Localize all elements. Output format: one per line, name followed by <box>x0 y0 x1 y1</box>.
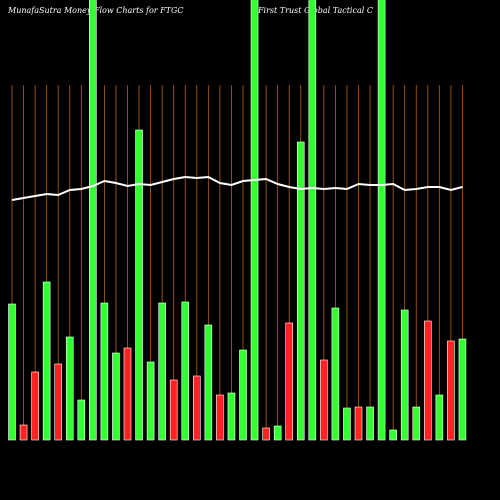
bar <box>331 307 340 441</box>
bar <box>285 322 294 441</box>
bar <box>320 359 328 441</box>
plot-area <box>8 0 467 441</box>
bar <box>146 361 155 441</box>
bar <box>227 392 236 441</box>
bar <box>308 0 317 441</box>
bar <box>412 406 421 441</box>
bar <box>366 406 374 441</box>
bar <box>458 338 467 441</box>
bar <box>262 427 270 441</box>
bar <box>158 302 166 441</box>
bar <box>8 303 16 441</box>
bar <box>447 340 455 441</box>
bar <box>54 363 63 441</box>
bar <box>100 302 109 441</box>
bar <box>354 406 363 441</box>
bar <box>250 0 259 441</box>
bar <box>77 399 86 441</box>
bar <box>89 0 97 441</box>
bar <box>112 352 120 441</box>
bar <box>19 424 28 441</box>
bar <box>389 429 397 441</box>
bar <box>204 324 213 441</box>
bar <box>181 301 190 441</box>
bar <box>423 320 432 441</box>
bar <box>135 129 143 441</box>
bar <box>239 349 247 441</box>
bar <box>123 347 132 441</box>
bar <box>343 407 351 441</box>
bar <box>169 379 178 441</box>
bar <box>377 0 386 441</box>
bar <box>216 394 224 441</box>
bar <box>31 371 39 441</box>
bar <box>273 425 282 441</box>
money-flow-line <box>11 175 463 201</box>
bar <box>435 394 444 441</box>
bar <box>400 309 409 441</box>
bar <box>42 281 51 441</box>
bar <box>65 336 74 441</box>
bar <box>193 375 201 441</box>
bar <box>296 141 305 441</box>
